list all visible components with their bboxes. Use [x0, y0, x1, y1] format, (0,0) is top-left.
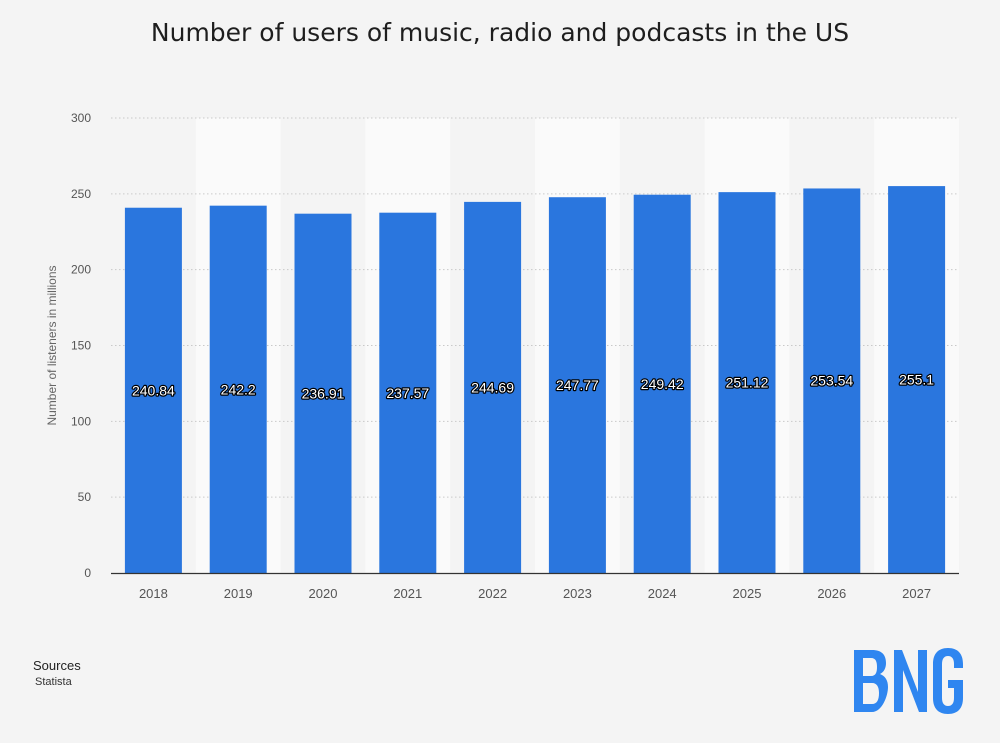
bar	[803, 188, 861, 573]
y-tick-label: 200	[71, 263, 91, 277]
bar	[209, 205, 267, 573]
y-axis-label: Number of listeners in millions	[45, 265, 59, 425]
y-tick-label: 250	[71, 187, 91, 201]
bar	[633, 194, 691, 573]
x-tick-label: 2026	[817, 586, 846, 601]
y-axis-ticks: 0 50 100 150 200 250 300	[71, 111, 91, 580]
bar-value-label: 249.42	[641, 376, 684, 392]
x-tick-label: 2024	[648, 586, 677, 601]
x-tick-label: 2021	[393, 586, 422, 601]
bar	[888, 186, 946, 573]
value-labels: 240.84 242.2 236.91 237.57 244.69 247.77 249.4…	[131, 370, 936, 402]
bars	[124, 186, 946, 574]
bar	[718, 192, 776, 573]
x-tick-label: 2022	[478, 586, 507, 601]
bar-value-label: 251.12	[726, 375, 769, 391]
bar-value-label: 236.91	[302, 385, 345, 401]
x-tick-label: 2018	[139, 586, 168, 601]
bar-value-label: 255.1	[899, 372, 934, 388]
y-tick-label: 100	[71, 414, 91, 428]
y-tick-label: 50	[78, 490, 92, 504]
x-tick-label: 2020	[309, 586, 338, 601]
bar	[294, 213, 352, 573]
x-axis-ticks: 2018 2019 2020 2021 2022 2023 2024 2025 2026 2027	[139, 586, 931, 601]
x-tick-label: 2019	[224, 586, 253, 601]
sources-value: Statista	[35, 676, 72, 688]
y-tick-label: 150	[71, 339, 91, 353]
bar-value-label: 242.2	[221, 381, 256, 397]
sources-label: Sources	[33, 658, 81, 673]
bar	[379, 212, 437, 574]
bng-logo-icon	[854, 648, 963, 714]
bar-value-label: 237.57	[386, 385, 429, 401]
bar-value-label: 244.69	[471, 379, 514, 395]
bar-value-label: 240.84	[132, 382, 175, 398]
x-tick-label: 2027	[902, 586, 931, 601]
bar-value-label: 247.77	[556, 377, 599, 393]
brand-logo	[852, 646, 964, 721]
x-tick-label: 2025	[733, 586, 762, 601]
bar	[548, 197, 606, 573]
bar-value-label: 253.54	[810, 373, 853, 389]
x-tick-label: 2023	[563, 586, 592, 601]
bar	[464, 201, 522, 573]
bar	[124, 207, 182, 573]
y-tick-label: 300	[71, 111, 91, 125]
y-tick-label: 0	[84, 566, 91, 580]
chart-title: Number of users of music, radio and podc…	[150, 18, 850, 47]
